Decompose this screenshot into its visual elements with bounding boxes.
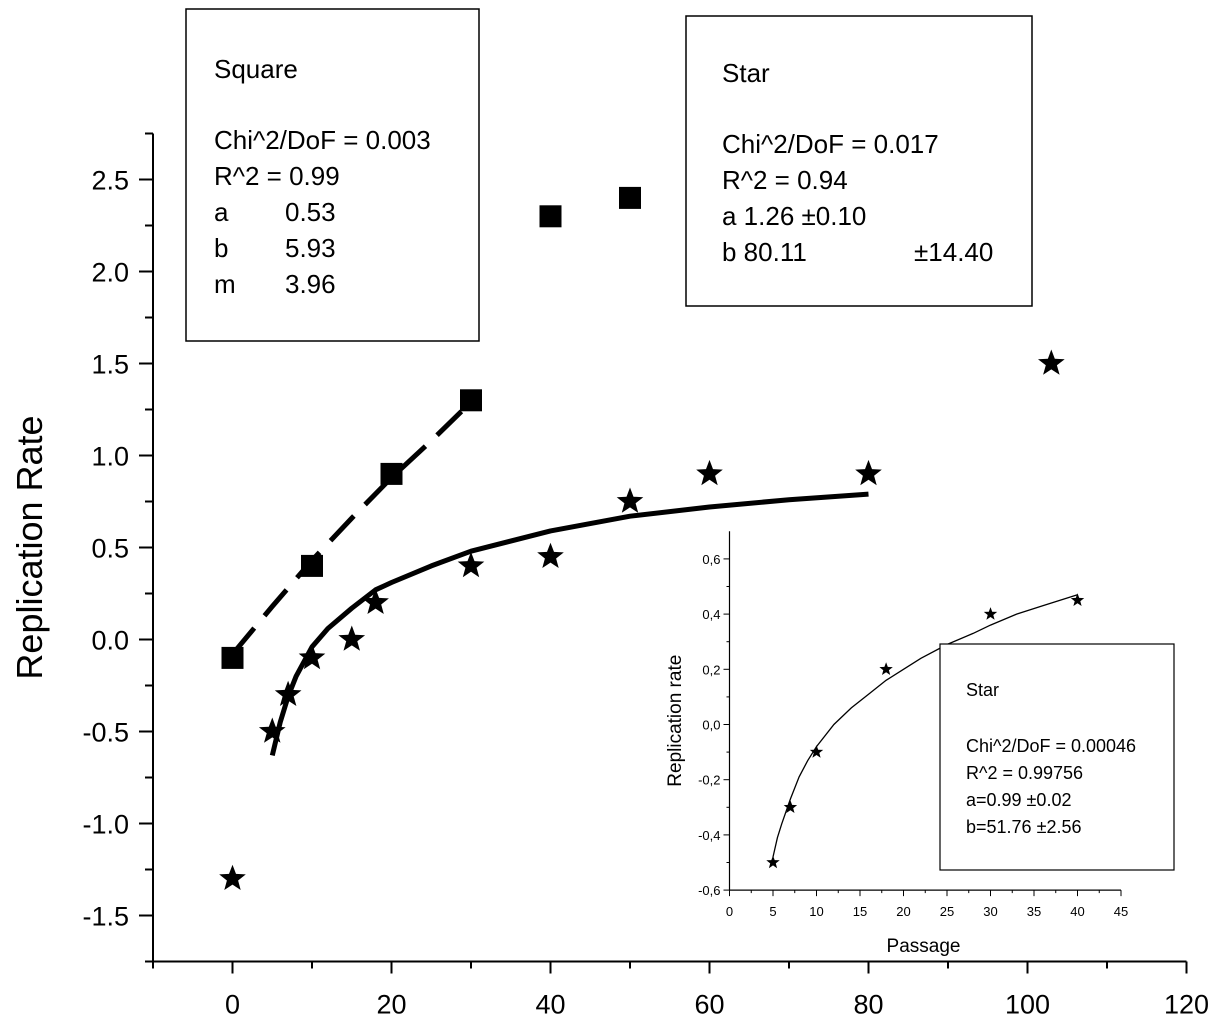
fit-param-name: b [214, 233, 228, 263]
fit-box-line: R^2 = 0.94 [722, 165, 848, 195]
x-tick-label: 40 [535, 990, 565, 1020]
inset-x-tick-label: 15 [853, 904, 867, 919]
fit-param-value: 0.53 [285, 197, 336, 227]
star-point [298, 643, 326, 670]
inset-star-point [1070, 593, 1085, 606]
fit-box-title: Square [214, 54, 298, 84]
fit-box-line: Chi^2/DoF = 0.017 [722, 129, 939, 159]
inset-x-tick-label: 10 [809, 904, 823, 919]
x-tick-label: 80 [853, 990, 883, 1020]
star-point [855, 459, 882, 486]
inset-fit-box-line: R^2 = 0.99756 [966, 763, 1083, 783]
y-tick-label: 0.0 [91, 626, 129, 656]
inset-star-point [783, 800, 798, 813]
inset-x-tick-label: 40 [1070, 904, 1084, 919]
square-fit-line [230, 400, 473, 656]
inset-x-tick-label: 30 [983, 904, 997, 919]
y-tick-label: 0.5 [91, 534, 129, 564]
star-point [274, 680, 302, 706]
inset-chart: 0 5 10 15 20 25 30 35 40 45 -0,6 -0,4 -0,2 0,0 0,2 0,4 0… [665, 531, 1175, 957]
star-point [258, 717, 286, 743]
inset-fit-box [939, 643, 1175, 871]
square-point [460, 389, 482, 412]
star-point [696, 459, 723, 486]
star-point [457, 551, 485, 578]
inset-star-point [766, 855, 780, 869]
inset-y-tick-label: 0,6 [702, 552, 720, 567]
inset-y-tick-label: 0,0 [702, 718, 720, 733]
fit-param-name: m [214, 269, 236, 299]
fit-box-line: R^2 = 0.99 [214, 161, 340, 191]
inset-star-point [983, 607, 998, 620]
square-point [221, 646, 244, 669]
star-fit-box [685, 15, 1033, 307]
inset-x-tick-label: 25 [940, 904, 954, 919]
y-tick-label: -1.0 [82, 810, 129, 840]
square-point [380, 462, 403, 485]
y-tick-label: 2.0 [91, 258, 129, 288]
fit-param-name: a [214, 197, 229, 227]
y-tick-label: 1.0 [91, 442, 129, 472]
x-tick-label: 20 [376, 990, 406, 1020]
x-tick-label: 0 [225, 990, 240, 1020]
inset-star-point [879, 662, 893, 675]
fit-param-value: ±14.40 [914, 237, 993, 267]
inset-x-tick-label: 20 [896, 904, 910, 919]
inset-y-tick-label: -0,2 [698, 773, 720, 788]
inset-fit-box-line: Chi^2/DoF = 0.00046 [966, 736, 1136, 756]
fit-param-value: 3.96 [285, 269, 336, 299]
fit-box-line: a 1.26 ±0.10 [722, 201, 866, 231]
star-point [616, 487, 644, 513]
square-point [539, 205, 562, 228]
inset-x-tick-label: 0 [726, 904, 733, 919]
square-point [619, 186, 641, 209]
inset-x-axis-title: Passage [887, 936, 961, 957]
star-point [219, 864, 246, 890]
inset-y-tick-label: 0,4 [702, 607, 720, 622]
inset-star-fit-line [772, 594, 1078, 858]
star-point [338, 625, 366, 651]
star-fit-line [269, 491, 869, 756]
y-tick-label: 1.5 [91, 350, 129, 380]
inset-x-tick-label: 5 [769, 904, 776, 919]
y-tick-label: -0.5 [82, 718, 129, 748]
y-tick-label: 2.5 [91, 166, 129, 196]
inset-fit-box-line: a=0.99 ±0.02 [966, 790, 1071, 810]
fit-box-title: Star [722, 58, 770, 88]
x-tick-label: 60 [694, 990, 724, 1020]
inset-y-tick-label: 0,2 [702, 662, 720, 677]
inset-y-tick-label: -0,4 [698, 828, 720, 843]
square-point [301, 554, 323, 577]
x-tick-label: 100 [1005, 990, 1050, 1020]
fit-box-line: Chi^2/DoF = 0.003 [214, 125, 431, 155]
inset-fit-box-title: Star [966, 680, 999, 700]
y-axis-title: Replication Rate [9, 415, 50, 679]
inset-star-point [809, 745, 824, 758]
inset-x-tick-label: 35 [1027, 904, 1041, 919]
inset-y-tick-label: -0,6 [698, 883, 720, 898]
fit-param-value: 5.93 [285, 233, 336, 263]
x-tick-label: 120 [1164, 990, 1209, 1020]
inset-x-tick-label: 45 [1114, 904, 1128, 919]
inset-y-axis-title: Replication rate [665, 655, 686, 787]
star-point [1038, 349, 1065, 375]
star-point [537, 542, 564, 568]
square-fit-box [185, 8, 480, 342]
fit-param-name: b 80.11 [722, 237, 807, 267]
y-tick-label: -1.5 [82, 902, 129, 932]
inset-fit-box-line: b=51.76 ±2.56 [966, 817, 1081, 837]
star-point [362, 588, 389, 614]
main-chart: 0 20 40 60 80 100 120-1.5-1.0-0.50.00.51.01.52… [9, 8, 1209, 1020]
